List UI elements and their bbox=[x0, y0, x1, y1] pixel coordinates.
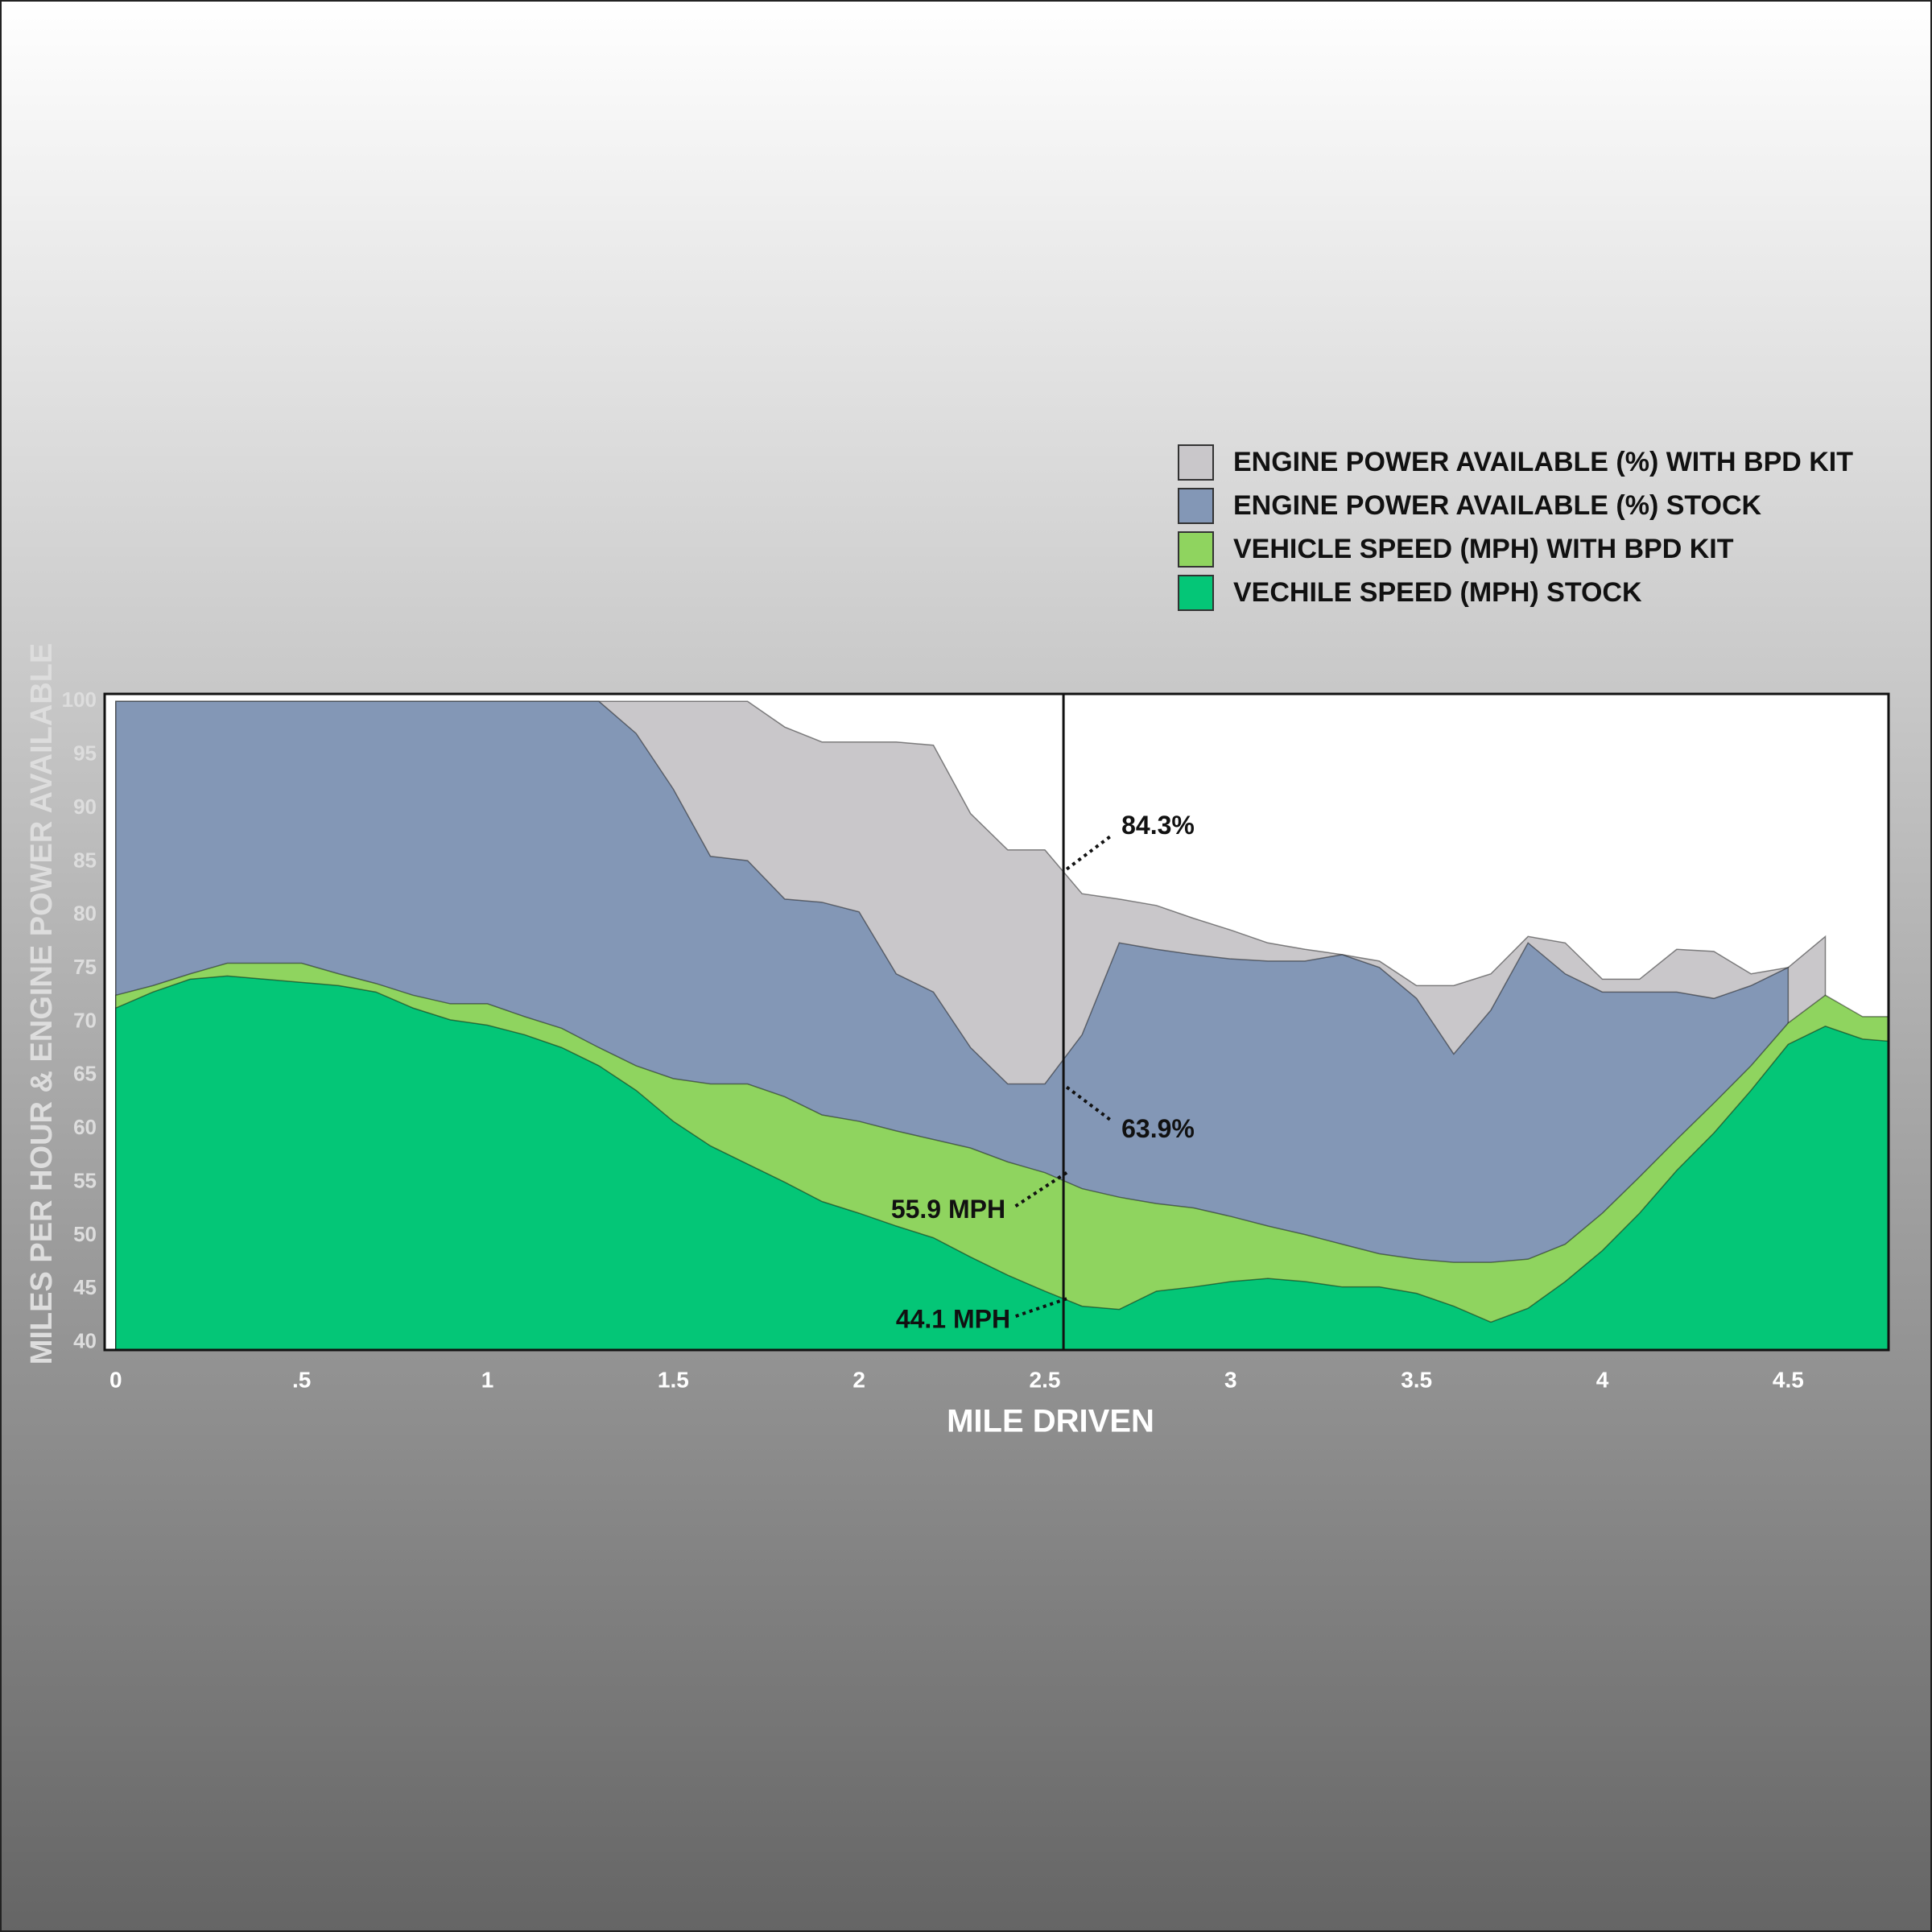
y-tick-label: 100 bbox=[62, 687, 97, 712]
y-tick-label: 65 bbox=[73, 1062, 97, 1086]
annotation-label: 55.9 MPH bbox=[891, 1195, 1005, 1224]
x-tick-label: 1 bbox=[481, 1367, 494, 1392]
y-tick-label: 85 bbox=[73, 848, 97, 872]
y-tick-label: 45 bbox=[73, 1275, 97, 1299]
legend-label: VEHICLE SPEED (MPH) WITH BPD KIT bbox=[1233, 534, 1734, 564]
legend-label: ENGINE POWER AVAILABLE (%) STOCK bbox=[1233, 490, 1762, 521]
annotation-leader bbox=[1065, 834, 1113, 871]
y-tick-label: 95 bbox=[73, 741, 97, 766]
y-tick-label: 75 bbox=[73, 955, 97, 979]
x-tick-label: 3.5 bbox=[1401, 1367, 1432, 1392]
x-tick-label: 1.5 bbox=[658, 1367, 689, 1392]
y-tick-label: 80 bbox=[73, 902, 97, 926]
y-tick-label: 90 bbox=[73, 795, 97, 819]
x-tick-label: 0 bbox=[109, 1367, 122, 1392]
legend-swatch bbox=[1178, 444, 1214, 481]
x-tick-label: .5 bbox=[292, 1367, 311, 1392]
y-axis-title: MILES PER HOUR & ENGINE POWER AVAILABLE bbox=[25, 643, 59, 1365]
y-tick-label: 60 bbox=[73, 1115, 97, 1139]
annotation-label: 44.1 MPH bbox=[896, 1305, 1010, 1334]
legend-swatch bbox=[1178, 575, 1214, 611]
x-tick-label: 2.5 bbox=[1030, 1367, 1061, 1392]
plot-border bbox=[103, 692, 1890, 1352]
y-tick-label: 50 bbox=[73, 1222, 97, 1246]
x-tick-label: 4 bbox=[1596, 1367, 1609, 1392]
annotation-label: 63.9% bbox=[1121, 1114, 1195, 1143]
annotation-leader bbox=[1065, 1085, 1113, 1123]
x-axis-title: MILE DRIVEN bbox=[947, 1404, 1154, 1439]
areas bbox=[115, 700, 1889, 1351]
legend-swatch bbox=[1178, 488, 1214, 524]
x-tick-label: 2 bbox=[852, 1367, 865, 1392]
y-tick-label: 70 bbox=[73, 1008, 97, 1032]
annotation-label: 84.3% bbox=[1121, 811, 1195, 840]
annotation-leader bbox=[1014, 1170, 1068, 1208]
y-tick-label: 40 bbox=[73, 1329, 97, 1353]
y-tick-label: 55 bbox=[73, 1168, 97, 1192]
x-tick-label: 4.5 bbox=[1773, 1367, 1804, 1392]
legend-swatch bbox=[1178, 531, 1214, 568]
legend-label: VECHILE SPEED (MPH) STOCK bbox=[1233, 577, 1642, 608]
x-tick-label: 3 bbox=[1224, 1367, 1237, 1392]
annotation-leader bbox=[1014, 1297, 1067, 1319]
area bbox=[115, 975, 1889, 1351]
legend-label: ENGINE POWER AVAILABLE (%) WITH BPD KIT bbox=[1233, 447, 1853, 477]
